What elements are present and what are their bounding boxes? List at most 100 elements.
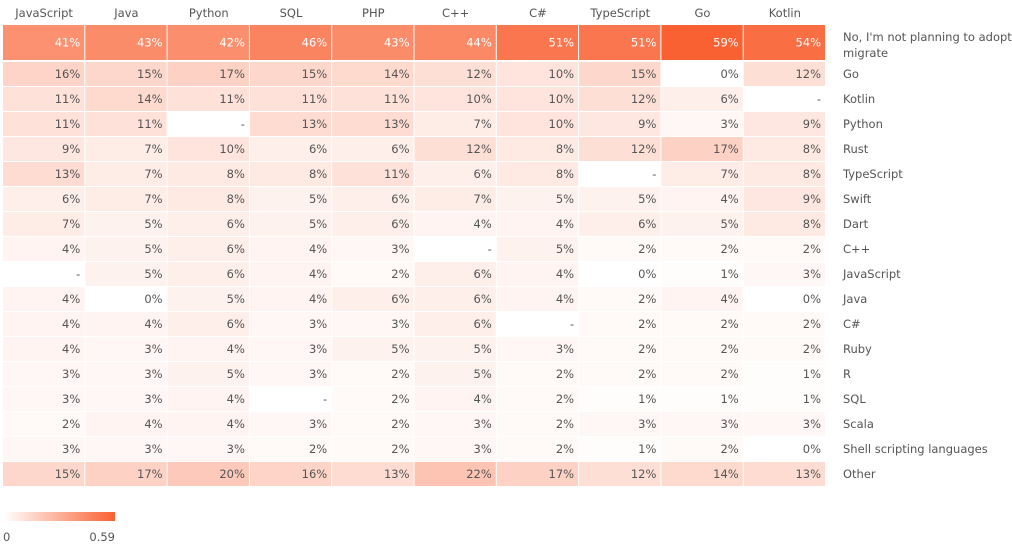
heatmap-cell-python-csharp-label: 10% [549, 117, 575, 131]
heatmap-cell-cplusplus-python [167, 237, 249, 261]
heatmap-cell-javascript-go-label: 1% [720, 267, 738, 281]
heatmap-cell-javascript-kotlin-label: 3% [803, 267, 821, 281]
heatmap-cell-shell-scripting-languages-java [85, 437, 167, 461]
heatmap-cell-cplusplus-javascript [3, 237, 85, 261]
heatmap-cell-swift-python-label: 8% [227, 192, 245, 206]
heatmap-cell-dart-go-label: 5% [720, 217, 738, 231]
heatmap-cell-rust-kotlin-label: 8% [803, 142, 821, 156]
heatmap-cell-shell-scripting-languages-kotlin [743, 437, 825, 461]
heatmap-cell-ruby-python-label: 4% [227, 342, 245, 356]
heatmap-cell-python-sql [249, 112, 332, 136]
heatmap-cell-python-javascript [3, 112, 85, 136]
heatmap-cell-r-csharp [496, 362, 579, 386]
heatmap-cell-python-javascript-label: 11% [55, 117, 81, 131]
heatmap-cell-shell-scripting-languages-csharp [496, 437, 579, 461]
heatmap-cell-csharp-typescript [579, 312, 661, 336]
heatmap-cell-typescript-java [85, 162, 167, 186]
heatmap-cell-no-i-m-not-planning-to-adopt-migrate-typescript-label: 51% [631, 36, 657, 50]
heatmap-cell-cplusplus-php [332, 237, 414, 261]
heatmap-cell-r-typescript-label: 2% [638, 367, 656, 381]
heatmap-cell-csharp-kotlin-label: 2% [803, 317, 821, 331]
heatmap-cell-csharp-sql [249, 312, 332, 336]
heatmap-cell-go-go [661, 62, 743, 86]
heatmap-cell-ruby-sql [249, 337, 332, 361]
heatmap-cell-typescript-sql-label: 8% [309, 167, 327, 181]
heatmap-cell-sql-kotlin [743, 387, 825, 411]
heatmap-cell-rust-java-label: 7% [144, 142, 162, 156]
heatmap-cell-go-cplusplus-label: 12% [466, 67, 492, 81]
heatmap-cell-dart-java [85, 212, 167, 236]
heatmap-cell-java-typescript [579, 287, 661, 311]
heatmap-cell-kotlin-csharp-label: 10% [549, 92, 575, 106]
heatmap-cell-typescript-javascript-label: 13% [55, 167, 81, 181]
heatmap-cell-csharp-javascript-label: 4% [62, 317, 80, 331]
heatmap-cell-sql-sql [249, 387, 332, 411]
heatmap-cell-r-php-label: 2% [391, 367, 409, 381]
heatmap-cell-scala-kotlin-label: 3% [803, 417, 821, 431]
heatmap-cell-python-kotlin-label: 9% [803, 117, 821, 131]
heatmap-cell-ruby-php [332, 337, 414, 361]
heatmap-cell-shell-scripting-languages-csharp-label: 2% [556, 442, 574, 456]
heatmap-cell-other-python [167, 462, 249, 486]
heatmap-cell-csharp-typescript-label: 2% [638, 317, 656, 331]
row-label-swift: Swift [843, 192, 872, 206]
heatmap-cell-sql-javascript [3, 387, 85, 411]
heatmap-cell-shell-scripting-languages-javascript-label: 3% [62, 442, 80, 456]
heatmap-cell-ruby-javascript [3, 337, 85, 361]
heatmap-cell-ruby-javascript-label: 4% [62, 342, 80, 356]
heatmap-cell-javascript-php-label: 2% [391, 267, 409, 281]
heatmap-cell-python-kotlin [743, 112, 825, 136]
heatmap-cell-rust-javascript-label: 9% [62, 142, 80, 156]
heatmap-cell-rust-go-label: 17% [713, 142, 739, 156]
heatmap-cell-other-python-label: 20% [219, 467, 245, 481]
heatmap-cell-other-typescript [579, 462, 661, 486]
heatmap-cell-kotlin-javascript [3, 87, 85, 111]
heatmap-cell-sql-python-label: 4% [227, 392, 245, 406]
heatmap-cell-r-sql [249, 362, 332, 386]
heatmap-cell-javascript-python [167, 262, 249, 286]
row-label-csharp: C# [843, 317, 861, 331]
heatmap-cell-java-kotlin-label: 0% [803, 292, 821, 306]
heatmap-cell-javascript-java-label: 5% [144, 267, 162, 281]
heatmap-cell-dart-csharp-label: 4% [556, 217, 574, 231]
heatmap-cell-go-go-label: 0% [720, 67, 738, 81]
heatmap-cell-python-cplusplus [414, 112, 496, 136]
heatmap-cell-csharp-java [85, 312, 167, 336]
heatmap-cell-typescript-typescript-label: - [652, 167, 656, 181]
heatmap-cell-shell-scripting-languages-cplusplus-label: 3% [474, 442, 492, 456]
heatmap-cell-go-php [332, 62, 414, 86]
heatmap-cell-ruby-cplusplus [414, 337, 496, 361]
heatmap-cell-rust-typescript [579, 137, 661, 161]
heatmap-cell-scala-typescript-label: 3% [638, 417, 656, 431]
heatmap-cell-typescript-php-label: 11% [384, 167, 410, 181]
heatmap-cell-rust-sql [249, 137, 332, 161]
heatmap-cell-go-sql [249, 62, 332, 86]
heatmap-cell-cplusplus-python-label: 6% [227, 242, 245, 256]
column-label-python: Python [189, 6, 229, 20]
heatmap-cell-sql-csharp [496, 387, 579, 411]
column-label-go: Go [695, 6, 711, 20]
heatmap-cell-rust-cplusplus-label: 12% [466, 142, 492, 156]
heatmap-cell-kotlin-cplusplus [414, 87, 496, 111]
heatmap-cell-typescript-sql [249, 162, 332, 186]
heatmap-cell-kotlin-typescript [579, 87, 661, 111]
heatmap-cell-shell-scripting-languages-typescript [579, 437, 661, 461]
heatmap-cell-javascript-java [85, 262, 167, 286]
heatmap-cell-go-python [167, 62, 249, 86]
heatmap-cell-ruby-kotlin [743, 337, 825, 361]
heatmap-cell-java-cplusplus [414, 287, 496, 311]
heatmap-cell-typescript-php [332, 162, 414, 186]
heatmap-cell-kotlin-python-label: 11% [219, 92, 245, 106]
heatmap-cell-kotlin-sql [249, 87, 332, 111]
heatmap-cell-sql-sql-label: - [323, 392, 327, 406]
heatmap-cell-other-java [85, 462, 167, 486]
heatmap-cell-java-go-label: 4% [720, 292, 738, 306]
heatmap-cell-kotlin-php [332, 87, 414, 111]
heatmap-cell-r-php [332, 362, 414, 386]
row-label-python: Python [843, 117, 883, 131]
heatmap-cell-kotlin-go-label: 6% [720, 92, 738, 106]
heatmap-cell-java-cplusplus-label: 6% [474, 292, 492, 306]
heatmap-cell-shell-scripting-languages-php-label: 2% [391, 442, 409, 456]
heatmap-cell-cplusplus-typescript-label: 2% [638, 242, 656, 256]
heatmap-cell-no-i-m-not-planning-to-adopt-migrate-sql [249, 25, 332, 60]
